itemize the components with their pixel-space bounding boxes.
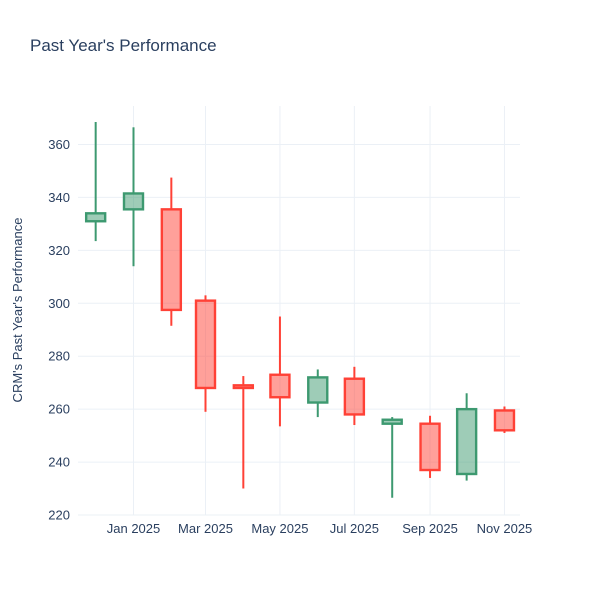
candle-may-2025[interactable] <box>269 316 291 427</box>
candle-sep-2025[interactable] <box>419 415 441 478</box>
candle-body[interactable] <box>160 208 183 312</box>
candle-body[interactable] <box>269 373 291 399</box>
axis-ticks-layer: 220 240 260 280 300 320 340 360 Jan 2025 Mar 2025… <box>48 137 532 536</box>
candle-body[interactable] <box>381 418 403 425</box>
y-tick-label: 220 <box>48 508 70 523</box>
candle-aug-2025[interactable] <box>381 417 403 498</box>
y-tick-label: 280 <box>48 349 70 364</box>
candle-body[interactable] <box>343 377 366 416</box>
candle-dec-2024[interactable] <box>84 122 107 242</box>
x-tick-label: Nov 2025 <box>477 521 533 536</box>
y-tick-label: 300 <box>48 296 70 311</box>
candle-body[interactable] <box>194 299 217 390</box>
candle-oct-2025[interactable] <box>455 393 478 481</box>
candle-body[interactable] <box>232 384 255 390</box>
candle-jun-2025[interactable] <box>307 369 329 418</box>
candle-body[interactable] <box>455 407 478 476</box>
y-tick-label: 340 <box>48 190 70 205</box>
candle-body[interactable] <box>419 422 441 472</box>
candles-layer[interactable] <box>84 122 516 498</box>
candle-body[interactable] <box>122 192 145 211</box>
x-tick-label: Mar 2025 <box>178 521 233 536</box>
candle-body[interactable] <box>493 409 516 432</box>
y-tick-label: 320 <box>48 243 70 258</box>
y-tick-label: 240 <box>48 455 70 470</box>
x-tick-label: May 2025 <box>251 521 308 536</box>
y-tick-label: 360 <box>48 137 70 152</box>
candle-body[interactable] <box>84 212 107 223</box>
x-tick-label: Jul 2025 <box>330 521 379 536</box>
y-tick-label: 260 <box>48 402 70 417</box>
x-tick-label: Sep 2025 <box>402 521 458 536</box>
candle-feb-2025[interactable] <box>160 177 183 326</box>
chart-title: Past Year's Performance <box>30 36 217 55</box>
candle-nov-2025[interactable] <box>493 406 516 433</box>
candle-jul-2025[interactable] <box>343 366 366 426</box>
candle-mar-2025[interactable] <box>194 295 217 412</box>
x-tick-label: Jan 2025 <box>107 521 161 536</box>
y-axis-title: CRM's Past Year's Performance <box>10 218 25 403</box>
candle-apr-2025[interactable] <box>232 376 255 489</box>
candle-jan-2025[interactable] <box>122 127 145 267</box>
candle-body[interactable] <box>307 376 329 404</box>
